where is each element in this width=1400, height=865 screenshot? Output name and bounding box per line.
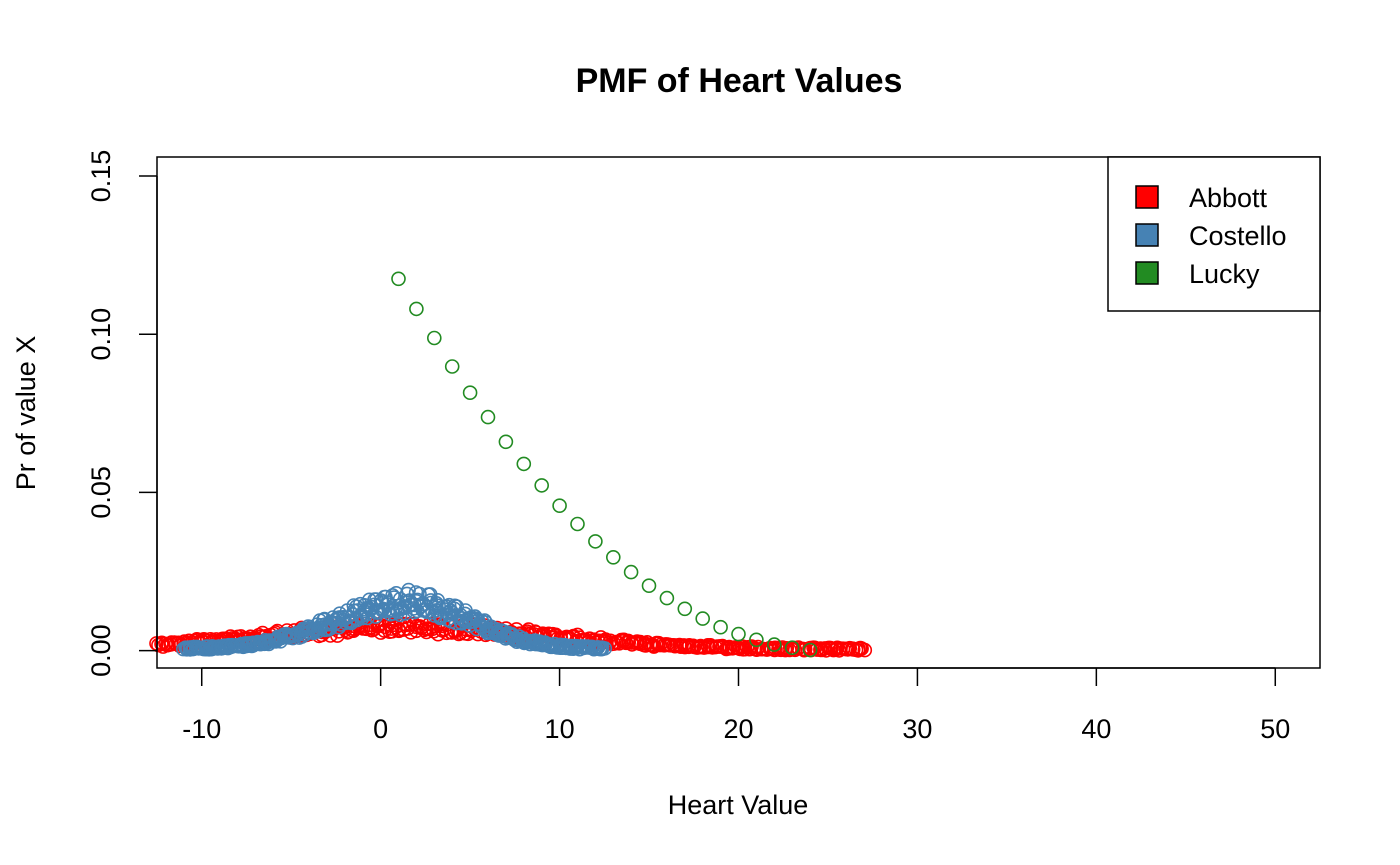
point-lucky [766, 637, 782, 652]
point-lucky [516, 456, 532, 472]
point-lucky [659, 590, 675, 606]
series-costello [176, 582, 613, 657]
point-lucky [498, 434, 514, 450]
legend-swatch-costello [1135, 223, 1159, 247]
point-abbott [824, 641, 839, 657]
point-lucky [784, 640, 800, 656]
y-axis-label: Pr of value X [11, 336, 41, 491]
point-lucky [552, 498, 567, 514]
point-lucky [713, 619, 728, 635]
point-lucky [802, 642, 818, 658]
point-lucky [677, 601, 693, 617]
point-lucky [534, 478, 550, 493]
point-costello [433, 610, 448, 626]
x-tick-label: 10 [545, 714, 575, 744]
legend-label-lucky: Lucky [1189, 259, 1260, 289]
point-lucky [480, 409, 496, 425]
point-costello [449, 599, 465, 614]
point-lucky [426, 330, 442, 346]
point-lucky [462, 385, 478, 401]
point-lucky [623, 564, 639, 580]
point-lucky [731, 626, 746, 642]
y-tick-label: 0.15 [86, 150, 116, 203]
series-lucky [391, 271, 818, 658]
point-abbott [857, 642, 873, 658]
legend-label-abbott: Abbott [1189, 183, 1268, 213]
point-lucky [605, 549, 621, 565]
x-tick-label: 50 [1260, 714, 1290, 744]
legend-label-costello: Costello [1189, 221, 1287, 251]
point-lucky [391, 271, 406, 287]
x-tick-label: -10 [182, 714, 221, 744]
x-tick-label: 40 [1081, 714, 1111, 744]
legend: Abbott Costello Lucky [1107, 156, 1321, 312]
point-lucky [444, 359, 460, 374]
point-lucky [409, 301, 424, 317]
x-tick-label: 30 [902, 714, 932, 744]
y-tick-label: 0.10 [86, 308, 116, 361]
y-tick-label: 0.00 [86, 624, 116, 677]
point-lucky [570, 516, 585, 532]
point-abbott [377, 619, 393, 635]
x-axis: -10 0 10 20 30 40 50 [182, 667, 1290, 744]
x-tick-label: 20 [723, 714, 753, 744]
point-lucky [749, 632, 764, 648]
y-axis: 0.00 0.05 0.10 0.15 [86, 150, 158, 677]
legend-swatch-lucky [1135, 261, 1159, 285]
point-lucky [588, 534, 603, 549]
x-axis-label: Heart Value [668, 790, 809, 820]
x-tick-label: 0 [373, 714, 388, 744]
y-tick-label: 0.05 [86, 466, 116, 519]
point-lucky [641, 578, 657, 594]
point-costello [597, 641, 613, 656]
point-lucky [695, 611, 711, 626]
chart-title: PMF of Heart Values [576, 62, 903, 100]
legend-swatch-abbott [1135, 185, 1159, 209]
data-points [149, 271, 873, 658]
